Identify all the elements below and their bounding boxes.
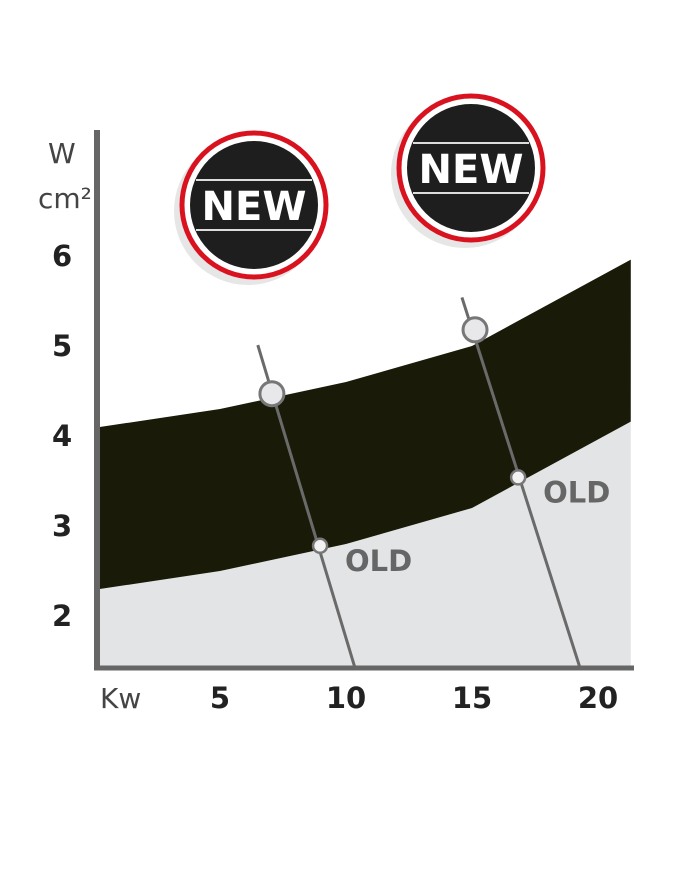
x-tick-label: 5 bbox=[210, 681, 230, 715]
badge-label: NEW bbox=[202, 184, 307, 230]
y-tick-label: 2 bbox=[52, 599, 72, 633]
old-label-2: OLD bbox=[543, 475, 610, 509]
x-tick-label: 20 bbox=[578, 681, 618, 715]
x-tick-label: 15 bbox=[452, 681, 492, 715]
y-tick-label: 4 bbox=[52, 419, 72, 453]
new-badge-2: NEW bbox=[391, 93, 546, 248]
badge-label: NEW bbox=[419, 147, 524, 193]
new-point-2 bbox=[461, 316, 489, 344]
y-unit-bottom: cm² bbox=[38, 182, 92, 215]
new-point-1 bbox=[258, 380, 286, 408]
badge-disc bbox=[190, 141, 318, 269]
x-tick-label: 10 bbox=[326, 681, 366, 715]
below-band-region bbox=[94, 421, 631, 669]
y-unit-top: W bbox=[48, 137, 76, 170]
x-unit: Kw bbox=[100, 682, 141, 715]
old-point-1 bbox=[311, 537, 329, 555]
y-tick-label: 6 bbox=[52, 239, 72, 273]
old-label-1: OLD bbox=[345, 544, 412, 578]
old-point-2 bbox=[509, 469, 527, 486]
y-tick-label: 3 bbox=[52, 509, 72, 543]
band-region bbox=[94, 259, 631, 590]
new-badge-1: NEW bbox=[174, 130, 329, 285]
y-tick-label: 5 bbox=[52, 329, 72, 363]
badge-disc bbox=[407, 104, 535, 232]
